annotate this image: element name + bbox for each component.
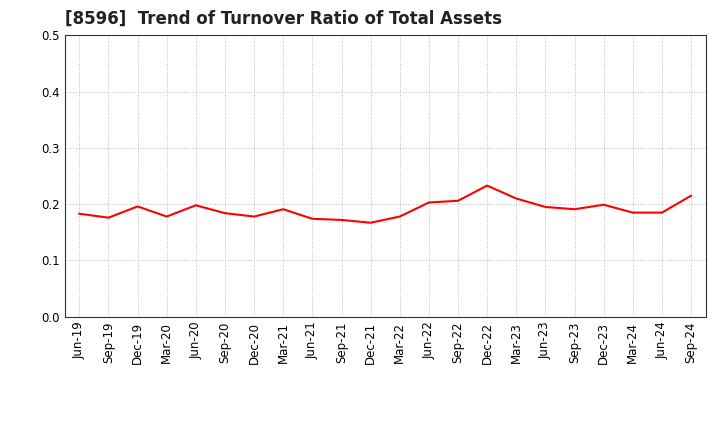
- Text: [8596]  Trend of Turnover Ratio of Total Assets: [8596] Trend of Turnover Ratio of Total …: [65, 10, 502, 28]
